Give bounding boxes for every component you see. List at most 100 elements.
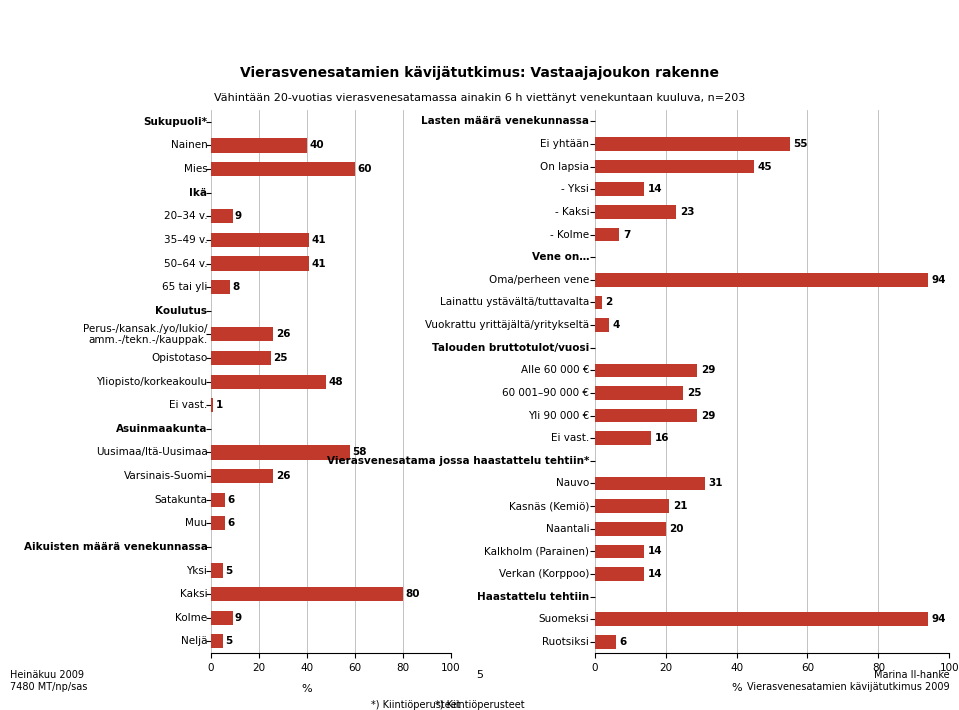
Text: 1: 1 <box>216 400 223 410</box>
Text: 94: 94 <box>932 614 947 624</box>
Text: 4: 4 <box>613 320 620 330</box>
Bar <box>595 364 697 377</box>
Bar <box>211 516 225 530</box>
Bar <box>595 476 705 490</box>
Bar <box>211 493 225 507</box>
Text: Asuinmaakunta: Asuinmaakunta <box>116 424 207 434</box>
Bar <box>211 445 350 459</box>
Text: Uusimaa/Itä-Uusimaa: Uusimaa/Itä-Uusimaa <box>96 447 207 457</box>
Bar <box>595 160 755 173</box>
Text: Mies: Mies <box>183 164 207 174</box>
Text: Opistotaso: Opistotaso <box>152 353 207 363</box>
Text: Vene on…: Vene on… <box>531 252 589 262</box>
Text: 26: 26 <box>276 329 291 339</box>
Text: 50–64 v.: 50–64 v. <box>164 258 207 268</box>
Bar <box>595 273 928 287</box>
Text: Suomeksi: Suomeksi <box>539 614 589 624</box>
Bar <box>595 228 620 241</box>
Text: Lasten määrä venekunnassa: Lasten määrä venekunnassa <box>421 116 589 126</box>
Text: Verkan (Korppoo): Verkan (Korppoo) <box>499 569 589 579</box>
Text: 6: 6 <box>228 518 235 528</box>
Text: 80: 80 <box>406 589 420 599</box>
Text: Ruotsiksi: Ruotsiksi <box>543 637 589 647</box>
Text: 5: 5 <box>225 566 233 576</box>
Bar <box>595 386 683 400</box>
Text: 2: 2 <box>605 297 613 307</box>
Text: 60 001–90 000 €: 60 001–90 000 € <box>503 388 589 398</box>
Text: 41: 41 <box>312 258 326 268</box>
Bar <box>211 469 273 484</box>
Text: Talouden bruttotulot/vuosi: Talouden bruttotulot/vuosi <box>432 343 589 353</box>
Text: Varsinais-Suomi: Varsinais-Suomi <box>124 471 207 481</box>
Text: Yliopisto/korkeakoulu: Yliopisto/korkeakoulu <box>96 376 207 387</box>
Text: Marina II-hanke
Vierasvenesatamien kävijätutkimus 2009: Marina II-hanke Vierasvenesatamien kävij… <box>747 670 949 692</box>
Text: 25: 25 <box>687 388 701 398</box>
Text: 35–49 v.: 35–49 v. <box>164 235 207 245</box>
Text: - Kolme: - Kolme <box>550 229 589 239</box>
Text: Nauvo: Nauvo <box>556 479 589 488</box>
Text: Satakunta: Satakunta <box>154 495 207 505</box>
Bar <box>595 499 669 513</box>
Text: 55: 55 <box>793 139 807 149</box>
Text: 31: 31 <box>708 479 723 488</box>
Text: 48: 48 <box>328 376 343 387</box>
Text: Aikuisten määrä venekunnassa: Aikuisten määrä venekunnassa <box>24 542 207 552</box>
Text: 94: 94 <box>932 275 947 285</box>
Text: Ei vast.: Ei vast. <box>551 433 589 443</box>
Text: 29: 29 <box>701 366 715 376</box>
Text: 6: 6 <box>228 495 235 505</box>
Text: %: % <box>731 682 742 693</box>
Bar <box>211 162 355 176</box>
Text: On lapsia: On lapsia <box>540 162 589 172</box>
Text: Vierasvenesatamien kävijätutkimus: Vastaajajoukon rakenne: Vierasvenesatamien kävijätutkimus: Vasta… <box>240 66 719 80</box>
Bar <box>211 209 233 224</box>
Text: Koulutus: Koulutus <box>155 306 207 316</box>
Text: 60: 60 <box>357 164 372 174</box>
Bar <box>595 295 601 310</box>
Text: 5: 5 <box>476 670 483 680</box>
Text: 41: 41 <box>312 235 326 245</box>
Text: 40: 40 <box>309 141 324 151</box>
Text: Naantali: Naantali <box>546 524 589 534</box>
Text: Ei vast.: Ei vast. <box>169 400 207 410</box>
Text: Ei yhtään: Ei yhtään <box>540 139 589 149</box>
Bar <box>211 280 230 294</box>
Bar <box>211 327 273 342</box>
Bar <box>211 233 309 247</box>
Text: Kolme: Kolme <box>175 613 207 623</box>
Text: Muu: Muu <box>185 518 207 528</box>
Bar <box>211 351 271 365</box>
Text: taloustutkimus oy: taloustutkimus oy <box>24 20 251 40</box>
Text: *) Kiintiöperusteet: *) Kiintiöperusteet <box>434 700 525 710</box>
Bar <box>595 635 616 649</box>
Bar <box>595 318 609 332</box>
Text: Vierasvenesatama jossa haastattelu tehtiin*: Vierasvenesatama jossa haastattelu tehti… <box>327 456 589 466</box>
Bar <box>595 137 790 151</box>
Text: 14: 14 <box>648 185 663 195</box>
Bar <box>595 182 644 196</box>
Text: 16: 16 <box>655 433 669 443</box>
Text: Yli 90 000 €: Yli 90 000 € <box>528 410 589 420</box>
Bar <box>211 256 309 271</box>
Text: Haastattelu tehtiin: Haastattelu tehtiin <box>478 591 589 601</box>
Text: Kaksi: Kaksi <box>179 589 207 599</box>
Text: Yksi: Yksi <box>186 566 207 576</box>
Text: Lainattu ystävältä/tuttavalta: Lainattu ystävältä/tuttavalta <box>440 297 589 307</box>
Bar <box>211 564 222 578</box>
Text: 9: 9 <box>235 212 242 222</box>
Text: Heinäkuu 2009
7480 MT/np/sas: Heinäkuu 2009 7480 MT/np/sas <box>10 670 87 692</box>
Text: Alle 60 000 €: Alle 60 000 € <box>521 366 589 376</box>
Text: %: % <box>301 684 313 694</box>
Text: 45: 45 <box>758 162 772 172</box>
Text: 8: 8 <box>233 282 240 292</box>
Text: 20: 20 <box>669 524 684 534</box>
Text: Perus-/kansak./yo/lukio/
amm.-/tekn.-/kauppak.: Perus-/kansak./yo/lukio/ amm.-/tekn.-/ka… <box>82 324 207 345</box>
Text: 65 tai yli: 65 tai yli <box>162 282 207 292</box>
Text: Ikä: Ikä <box>189 187 207 197</box>
Text: - Yksi: - Yksi <box>561 185 589 195</box>
Text: Sukupuoli*: Sukupuoli* <box>144 117 207 127</box>
Bar <box>211 398 213 413</box>
Bar <box>595 613 928 626</box>
Bar <box>595 409 697 422</box>
Text: 25: 25 <box>273 353 288 363</box>
